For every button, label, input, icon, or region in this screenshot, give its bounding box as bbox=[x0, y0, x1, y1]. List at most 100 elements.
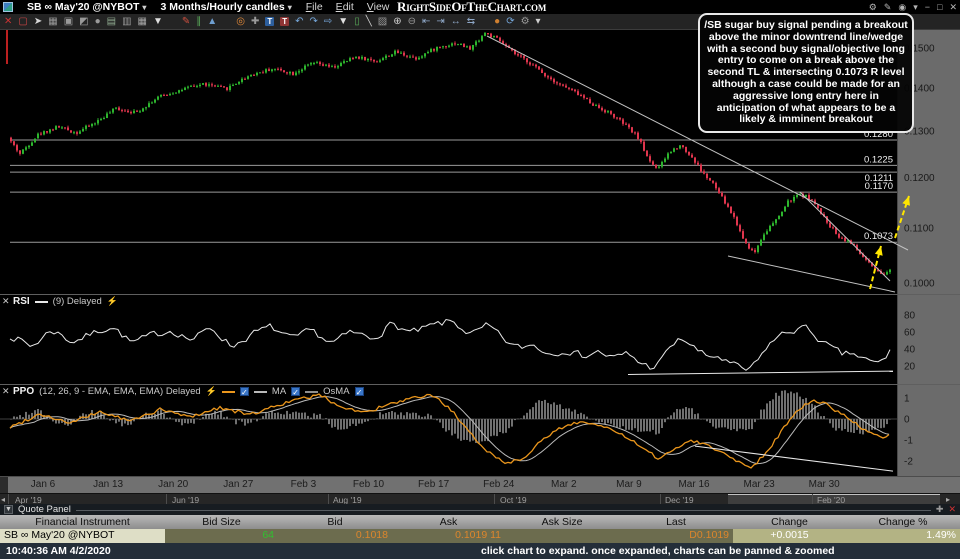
select-region-icon[interactable]: ▢ bbox=[18, 15, 27, 28]
svg-text:20: 20 bbox=[904, 362, 916, 373]
swap-horizontal-icon[interactable]: ⇆ bbox=[467, 15, 475, 28]
quote-table-header: Financial InstrumentBid SizeBidAskAsk Si… bbox=[0, 515, 960, 529]
area-chart-icon[interactable]: ▲ bbox=[207, 15, 217, 28]
text-note-red-icon[interactable]: T bbox=[280, 17, 289, 26]
column-header-ask-size[interactable]: Ask Size bbox=[505, 515, 619, 529]
svg-text:60: 60 bbox=[904, 328, 916, 339]
menu-bar: File Edit View bbox=[306, 1, 390, 13]
move-panel-icon[interactable]: ✚ bbox=[936, 504, 944, 515]
snapshot-icon[interactable]: ◉ bbox=[898, 0, 906, 14]
step-right-icon[interactable]: ⇥ bbox=[436, 15, 444, 28]
column-header-ask[interactable]: Ask bbox=[392, 515, 505, 529]
circle-tool-icon[interactable]: ● bbox=[95, 15, 101, 28]
column-header-change[interactable]: Change bbox=[733, 515, 846, 529]
restore-icon[interactable]: □ bbox=[937, 0, 942, 14]
trendline-tool-icon[interactable]: ╲ bbox=[366, 15, 372, 28]
column-header-last[interactable]: Last bbox=[619, 515, 733, 529]
delete-drawing-icon[interactable]: ✕ bbox=[4, 15, 12, 28]
minimize-icon[interactable]: − bbox=[925, 0, 930, 14]
ppo-close-icon[interactable]: ✕ bbox=[2, 386, 11, 396]
image-icon[interactable]: ▤ bbox=[107, 15, 116, 28]
menu-edit[interactable]: Edit bbox=[336, 1, 354, 13]
exit-region-icon[interactable]: ▯ bbox=[354, 15, 360, 28]
snapshot-caret-icon[interactable]: ▾ bbox=[913, 0, 918, 14]
column-header-bid-size[interactable]: Bid Size bbox=[165, 515, 278, 529]
x-axis-label: Mar 9 bbox=[616, 479, 642, 490]
brush-icon[interactable]: ◩ bbox=[79, 15, 88, 28]
column-header-bid[interactable]: Bid bbox=[278, 515, 392, 529]
arrow-tool-icon[interactable]: ⇨ bbox=[324, 15, 332, 28]
symbol-title: SB ∞ May'20 @NYBOT bbox=[27, 1, 139, 13]
svg-text:-2: -2 bbox=[904, 457, 913, 468]
svg-text:-1: -1 bbox=[904, 436, 913, 447]
candlestick-icon[interactable]: ∥ bbox=[196, 15, 201, 28]
svg-text:0: 0 bbox=[904, 415, 910, 426]
more-dropdown-icon[interactable]: ▾ bbox=[536, 15, 541, 28]
ma-checkbox[interactable]: ✓ bbox=[291, 387, 300, 396]
styles-dropdown-icon[interactable]: ▼ bbox=[153, 15, 163, 28]
date-axis[interactable]: Jan 6Jan 13Jan 20Jan 27Feb 3Feb 10Feb 17… bbox=[0, 476, 960, 494]
quote-panel-toggle[interactable]: ▼ bbox=[4, 505, 13, 514]
x-axis-label: Jan 13 bbox=[93, 479, 123, 490]
refresh-icon[interactable]: ⟳ bbox=[506, 15, 514, 28]
close-icon[interactable]: ✕ bbox=[949, 0, 957, 14]
column-header-change-[interactable]: Change % bbox=[846, 515, 960, 529]
x-axis-label: Mar 23 bbox=[744, 479, 775, 490]
cell-change: +0.0015 bbox=[733, 529, 846, 543]
cell-ask: 0.1019 11 bbox=[392, 529, 505, 543]
status-bar: 10:40:36 AM 4/2/2020 click chart to expa… bbox=[0, 543, 960, 559]
drawings-dropdown-icon[interactable]: ▼ bbox=[338, 15, 348, 28]
svg-text:0.1170: 0.1170 bbox=[865, 181, 893, 192]
symbol-selector[interactable]: SB ∞ May'20 @NYBOT▾ bbox=[27, 1, 146, 13]
app-icon bbox=[3, 2, 13, 12]
ma-label: MA bbox=[272, 386, 286, 397]
rsi-params: (9) Delayed bbox=[53, 296, 102, 307]
measure-icon[interactable]: ✚ bbox=[251, 15, 259, 28]
x-axis-label: Mar 30 bbox=[809, 479, 840, 490]
close-panel-icon[interactable]: ✕ bbox=[948, 504, 956, 515]
layout-icon[interactable]: ▦ bbox=[138, 15, 147, 28]
cell-change-pct: 1.49% bbox=[846, 529, 960, 543]
rsi-pane-header: RSI (9) Delayed ⚡ bbox=[13, 296, 118, 307]
quote-table-row[interactable]: SB ∞ May'20 @NYBOT640.10180.1019 11D0.10… bbox=[0, 529, 960, 543]
stamp-icon[interactable]: ▣ bbox=[64, 15, 73, 28]
text-note-blue-icon[interactable]: T bbox=[265, 17, 274, 26]
settings-icon[interactable]: ⚙ bbox=[869, 0, 877, 14]
ppo-title: PPO bbox=[13, 386, 34, 397]
app-window: SB ∞ May'20 @NYBOT▾ 3 Months/Hourly cand… bbox=[0, 0, 960, 559]
undo-icon[interactable]: ↶ bbox=[295, 15, 303, 28]
zoom-in-icon[interactable]: ⊕ bbox=[393, 15, 401, 28]
analyst-note[interactable]: /SB sugar buy signal pending a breakout … bbox=[698, 13, 914, 133]
cell-last: D0.1019 bbox=[619, 529, 733, 543]
menu-file[interactable]: File bbox=[306, 1, 323, 13]
column-header-financial-instrument[interactable]: Financial Instrument bbox=[0, 515, 165, 529]
svg-text:80: 80 bbox=[904, 311, 916, 322]
site-logo: RightSideOfTheChart.com bbox=[397, 0, 546, 14]
rsi-close-icon[interactable]: ✕ bbox=[2, 296, 11, 306]
x-axis-label: Jan 20 bbox=[158, 479, 188, 490]
expand-horizontal-icon[interactable]: ↔ bbox=[451, 15, 461, 28]
rsi-title: RSI bbox=[13, 296, 30, 307]
step-left-icon[interactable]: ⇤ bbox=[422, 15, 430, 28]
ppo-checkbox[interactable]: ✓ bbox=[240, 387, 249, 396]
target-icon[interactable]: ◎ bbox=[236, 15, 245, 28]
cell-instrument: SB ∞ May'20 @NYBOT bbox=[0, 529, 165, 543]
rsi-swatch bbox=[35, 301, 48, 303]
cursor-icon[interactable]: ➤ bbox=[34, 15, 42, 28]
osma-checkbox[interactable]: ✓ bbox=[355, 387, 364, 396]
alert-dot-icon[interactable]: ● bbox=[494, 15, 500, 28]
grid-icon[interactable]: ▦ bbox=[48, 15, 57, 28]
x-axis-label: Mar 16 bbox=[678, 479, 709, 490]
hatch-tool-icon[interactable]: ▨ bbox=[378, 15, 387, 28]
redo-icon[interactable]: ↷ bbox=[310, 15, 318, 28]
menu-view[interactable]: View bbox=[367, 1, 390, 13]
annotate-icon[interactable]: ✎ bbox=[884, 0, 892, 14]
zoom-out-icon[interactable]: ⊖ bbox=[408, 15, 416, 28]
tools-icon[interactable]: ⚙ bbox=[521, 15, 530, 28]
x-axis-label: Feb 24 bbox=[483, 479, 514, 490]
pencil-icon[interactable]: ✎ bbox=[182, 15, 190, 28]
timeframe-selector[interactable]: 3 Months/Hourly candles▾ bbox=[160, 1, 291, 13]
panel-icon[interactable]: ▥ bbox=[122, 15, 131, 28]
osma-swatch bbox=[305, 391, 318, 393]
ppo-pane-header: PPO (12, 26, 9 - EMA, EMA, EMA) Delayed … bbox=[13, 386, 364, 397]
